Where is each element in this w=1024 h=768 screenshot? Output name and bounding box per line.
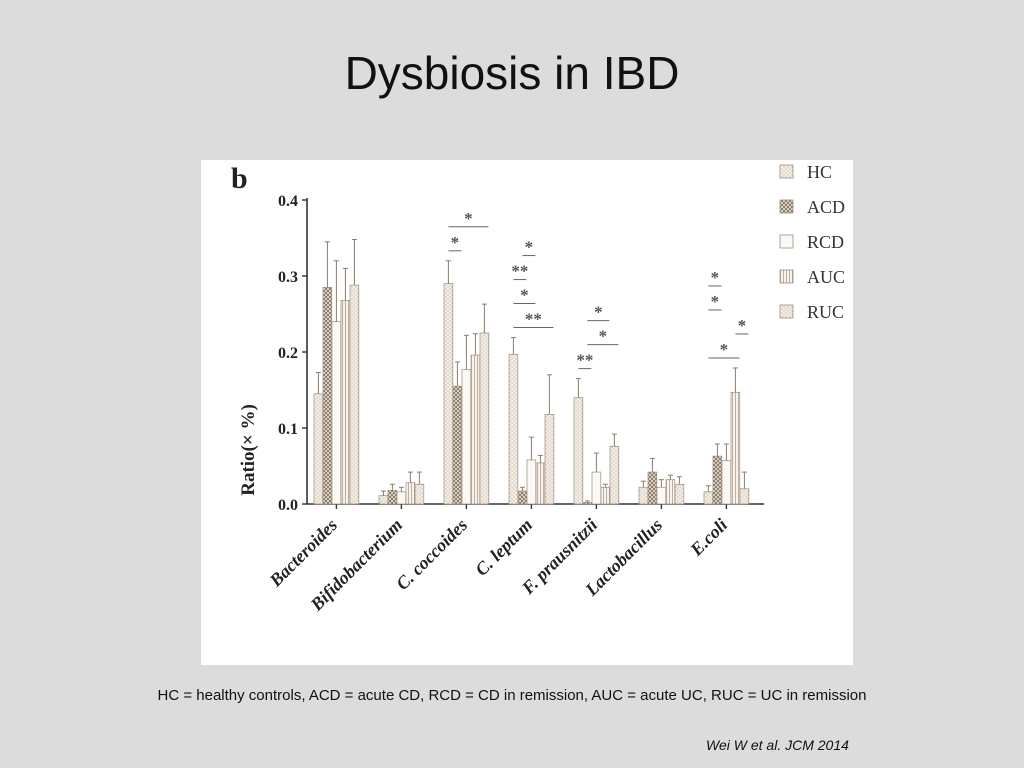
legend-label: ACD bbox=[807, 197, 845, 217]
y-tick-label: 0.4 bbox=[278, 193, 298, 210]
bar bbox=[349, 284, 360, 505]
bar bbox=[739, 488, 750, 505]
legend-label: HC bbox=[807, 162, 832, 182]
significance-label: * bbox=[738, 316, 747, 335]
bar bbox=[674, 483, 685, 505]
significance-label: * bbox=[464, 209, 473, 228]
x-tick-label: C. leptum bbox=[471, 515, 536, 580]
bar bbox=[461, 369, 472, 505]
bar bbox=[313, 393, 324, 505]
legend-swatch bbox=[779, 164, 794, 179]
bar bbox=[573, 397, 584, 505]
significance-label: * bbox=[599, 327, 608, 346]
significance-label: * bbox=[711, 268, 720, 287]
significance-label: ** bbox=[576, 351, 593, 370]
bars bbox=[313, 239, 750, 505]
bar bbox=[470, 354, 481, 505]
bar bbox=[703, 491, 714, 505]
legend-swatch bbox=[779, 269, 794, 284]
y-tick-label: 0.2 bbox=[278, 345, 298, 362]
significance-label: * bbox=[594, 303, 603, 322]
bar bbox=[396, 491, 407, 505]
bar bbox=[665, 479, 676, 505]
bar bbox=[656, 486, 667, 505]
bar bbox=[582, 502, 593, 505]
bar bbox=[535, 462, 546, 505]
panel-label: b bbox=[231, 162, 248, 195]
bar bbox=[479, 332, 490, 505]
bar bbox=[378, 495, 389, 505]
bar bbox=[322, 287, 333, 505]
legend-label: RUC bbox=[807, 302, 844, 322]
legend-swatch bbox=[779, 304, 794, 319]
bar bbox=[730, 391, 741, 505]
citation: Wei W et al. JCM 2014 bbox=[706, 737, 849, 753]
significance-label: ** bbox=[525, 310, 542, 329]
bar bbox=[508, 353, 519, 505]
bar bbox=[647, 471, 658, 505]
significance-label: * bbox=[520, 286, 529, 305]
significance-label: * bbox=[525, 238, 534, 257]
bar bbox=[638, 486, 649, 505]
bar bbox=[600, 486, 611, 505]
y-tick-label: 0.1 bbox=[278, 421, 298, 438]
bar-chart: b Ratio(× %) 0.00.10.20.30.4BacteroidesB… bbox=[231, 162, 845, 615]
bar bbox=[609, 445, 620, 505]
legend-label: RCD bbox=[807, 232, 844, 252]
y-axis-label: Ratio(× %) bbox=[238, 404, 259, 496]
bar bbox=[712, 455, 723, 505]
slide-title: Dysbiosis in IBD bbox=[344, 47, 680, 99]
significance-label: * bbox=[711, 292, 720, 311]
significance-markers: **************** bbox=[448, 209, 749, 370]
figure-caption: HC = healthy controls, ACD = acute CD, R… bbox=[157, 687, 867, 704]
bar bbox=[387, 489, 398, 505]
bar bbox=[414, 483, 425, 505]
significance-label: * bbox=[451, 233, 460, 252]
bar bbox=[331, 321, 342, 505]
legend-swatch bbox=[779, 234, 794, 249]
bar bbox=[443, 283, 454, 505]
bar bbox=[340, 299, 351, 505]
legend-swatch bbox=[779, 199, 794, 214]
bar bbox=[591, 471, 602, 505]
bar bbox=[452, 385, 463, 505]
bar bbox=[721, 460, 732, 505]
bar bbox=[405, 482, 416, 505]
figure-panel: b Ratio(× %) 0.0 0.1 0.2 0.3 0.4 Bacteroides B… bbox=[201, 160, 853, 665]
bar bbox=[544, 413, 555, 505]
bar bbox=[517, 490, 528, 505]
legend: HC ACD RCD AUC RUC bbox=[779, 162, 845, 322]
legend-label: AUC bbox=[807, 267, 845, 287]
y-tick-label: 0.0 bbox=[278, 497, 298, 514]
y-tick-label: 0.3 bbox=[278, 269, 298, 286]
bar bbox=[526, 459, 537, 505]
significance-label: * bbox=[720, 340, 729, 359]
significance-label: ** bbox=[511, 262, 528, 281]
x-tick-label: E.coli bbox=[686, 515, 732, 561]
